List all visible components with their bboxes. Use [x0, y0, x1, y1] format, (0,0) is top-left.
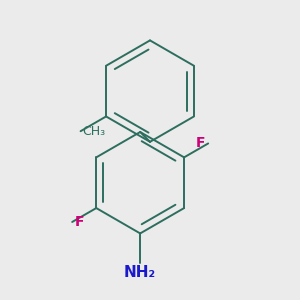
Text: F: F	[196, 136, 206, 151]
Text: CH₃: CH₃	[82, 125, 105, 138]
Text: NH₂: NH₂	[124, 266, 156, 280]
Text: F: F	[75, 215, 84, 229]
